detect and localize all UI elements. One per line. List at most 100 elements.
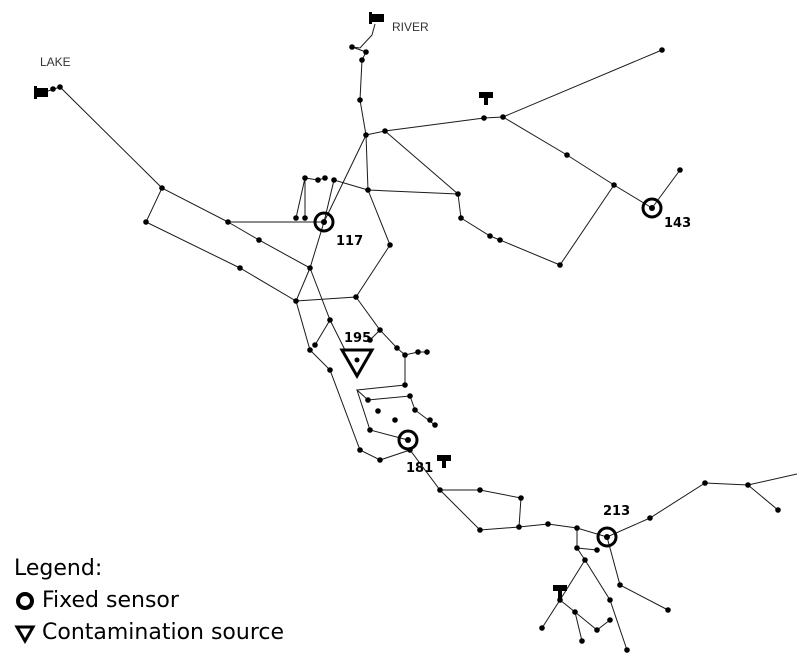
junction-node — [458, 215, 464, 221]
tank-icon-north — [479, 92, 493, 105]
junction-node — [365, 397, 371, 403]
junction-node — [487, 233, 493, 239]
junction-node — [307, 265, 313, 271]
legend-row-sensor: Fixed sensor — [14, 585, 284, 617]
junction-node — [256, 237, 262, 243]
junction-node — [594, 547, 600, 553]
reservoir-lake-icon — [34, 86, 48, 99]
junction-node — [497, 237, 503, 243]
contamination-195-label: 195 — [344, 331, 371, 346]
junction-node — [518, 495, 524, 501]
junction-node — [659, 47, 665, 53]
legend-sensor-label: Fixed sensor — [42, 588, 179, 613]
junction-node — [377, 457, 383, 463]
junction-node — [607, 617, 613, 623]
tank-icon-middle — [437, 455, 451, 468]
legend: Legend: Fixed sensor Contamination sourc… — [14, 553, 284, 649]
junction-node — [377, 327, 383, 333]
junction-node — [225, 219, 231, 225]
contamination-source-195: 195 — [339, 331, 375, 380]
junction-node — [363, 132, 369, 138]
junction-node — [359, 57, 365, 63]
junction-node — [322, 175, 328, 181]
pipe-segment — [355, 296, 427, 356]
junction-node — [349, 44, 355, 50]
fixed-sensor-icon — [16, 592, 34, 610]
pipe-segment — [365, 49, 663, 136]
junction-node — [402, 352, 408, 358]
sensor-213: 213 — [596, 504, 630, 548]
pipe-segment — [314, 319, 331, 346]
junction-node — [574, 545, 580, 551]
junction-node — [365, 187, 371, 193]
pipe-segment — [351, 23, 376, 53]
junction-node — [382, 128, 388, 134]
junction-node — [455, 191, 461, 197]
junction-node — [367, 337, 373, 343]
junction-node — [481, 115, 487, 121]
junction-node — [624, 647, 630, 653]
junction-node — [500, 114, 506, 120]
sensor-143: 143 — [641, 197, 691, 231]
pipe-segment — [747, 484, 779, 511]
pipe-segment — [227, 221, 325, 269]
junction-node — [582, 557, 588, 563]
pipe-segment — [295, 177, 326, 219]
legend-title: Legend: — [14, 556, 103, 581]
river-label: RIVER — [392, 20, 429, 34]
pipe-segment — [47, 86, 163, 189]
junction-node — [539, 625, 545, 631]
junction-node — [159, 185, 165, 191]
pipe-segment — [559, 599, 611, 631]
junction-node — [402, 382, 408, 388]
junction-node — [775, 507, 781, 513]
junction-node — [647, 515, 653, 521]
pipe-segment — [576, 547, 598, 551]
junction-node — [594, 627, 600, 633]
junction-node — [412, 407, 418, 413]
junction-node — [611, 182, 617, 188]
junction-node — [237, 265, 243, 271]
junction-node — [387, 242, 393, 248]
junction-node — [477, 487, 483, 493]
junction-node — [357, 97, 363, 103]
sensor-181: 181 — [397, 429, 433, 476]
pipe-segment — [309, 267, 346, 351]
pipe-segment — [355, 355, 436, 426]
junction-node — [357, 447, 363, 453]
junction-node — [477, 527, 483, 533]
junction-node — [363, 49, 369, 55]
junction-node — [327, 317, 333, 323]
junction-node — [353, 294, 359, 300]
reservoir-river-icon — [369, 12, 384, 24]
junction-node — [745, 482, 751, 488]
junction-node — [407, 393, 413, 399]
junction-node — [702, 480, 708, 486]
junction-node — [331, 177, 337, 183]
junction-node — [293, 215, 299, 221]
junction-node — [327, 367, 333, 373]
sensor-143-label: 143 — [664, 216, 691, 231]
junction-node — [312, 342, 318, 348]
pipe-segment — [606, 536, 669, 611]
junction-node — [607, 597, 613, 603]
sensor-117-label: 117 — [336, 234, 363, 249]
junction-node — [677, 167, 683, 173]
pipe-segment — [541, 559, 586, 629]
legend-contamination-label: Contamination source — [42, 620, 285, 645]
junction-node — [557, 262, 563, 268]
sensor-181-label: 181 — [406, 461, 433, 476]
junction-node — [293, 298, 299, 304]
pipe-segment — [323, 134, 367, 223]
junction-node — [392, 417, 398, 423]
junction-node — [307, 347, 313, 353]
pipe-segment — [574, 611, 583, 642]
sensor-213-label: 213 — [603, 504, 630, 519]
pipe-segment — [365, 134, 459, 195]
sensor-117: 117 — [313, 211, 363, 249]
pipe-segment — [359, 51, 367, 136]
junction-node — [394, 345, 400, 351]
pipe-segment — [518, 473, 797, 538]
junction-node — [424, 349, 430, 355]
